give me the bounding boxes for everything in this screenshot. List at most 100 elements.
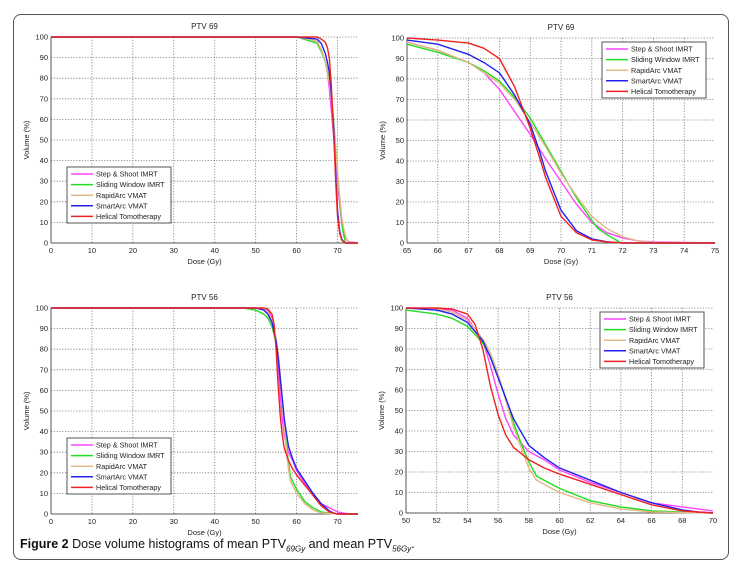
x-tick-label: 74 [680,246,688,255]
x-tick-label: 67 [464,246,472,255]
y-tick-label: 100 [35,33,48,42]
x-axis-label: Dose (Gy) [187,257,222,266]
x-tick-label: 40 [211,517,219,526]
legend-label: SmartArc VMAT [96,201,148,210]
x-tick-label: 50 [402,516,410,525]
x-tick-label: 60 [555,516,563,525]
chart-3: 0 10 20 30 40 50 60 70 0 10 20 30 40 50 60 70 80 90 100 PTV… [22,293,359,537]
series-line-rapidarc-vmat [406,41,716,244]
x-tick-label: 60 [292,517,300,526]
caption-label: Figure 2 [20,537,69,551]
y-tick-label: 40 [395,427,403,436]
x-tick-label: 60 [292,246,300,255]
y-tick-label: 70 [40,365,48,374]
x-axis-label: Dose (Gy) [542,527,577,536]
x-tick-label: 10 [88,517,96,526]
y-tick-label: 30 [40,177,48,186]
figure-caption: Figure 2 Dose volume histograms of mean … [20,537,415,554]
legend-label: Step & Shoot IMRT [96,441,158,450]
y-tick-label: 60 [40,386,48,395]
x-tick-label: 62 [586,516,594,525]
chart-title: PTV 56 [546,293,573,302]
y-tick-label: 50 [396,136,404,145]
x-tick-label: 0 [49,246,53,255]
y-tick-label: 60 [40,115,48,124]
y-tick-label: 0 [44,510,48,519]
y-tick-label: 90 [40,53,48,62]
x-tick-label: 54 [463,516,471,525]
x-tick-label: 50 [251,246,259,255]
chart-1: 0 10 20 30 40 50 60 70 0 10 20 30 40 50 60 70 80 90 100 PTV… [22,22,359,266]
legend-label: RapidArc VMAT [96,462,148,471]
x-tick-label: 50 [251,517,259,526]
y-tick-label: 70 [396,95,404,104]
legend-label: Step & Shoot IMRT [96,170,158,179]
x-tick-label: 10 [88,246,96,255]
caption-text: Dose volume histograms of mean PTV [68,537,287,551]
chart-title: PTV 56 [191,293,218,302]
legend-label: Step & Shoot IMRT [629,315,691,324]
y-tick-label: 70 [395,365,403,374]
y-tick-label: 40 [40,427,48,436]
series-line-helical-tomotherapy [51,36,358,244]
legend-label: SmartArc VMAT [629,346,681,355]
x-tick-label: 0 [49,517,53,526]
caption-sub-2: 56Gy [392,544,412,554]
legend-label: RapidArc VMAT [631,66,683,75]
chart-2: 65 66 67 68 69 70 71 72 73 74 75 0 10 20 30 40 50 60 70 80 9… [378,23,719,266]
x-axis-label: Dose (Gy) [187,528,222,537]
y-tick-label: 30 [395,447,403,456]
y-axis-label: Volume (%) [378,121,387,160]
y-tick-label: 20 [395,468,403,477]
y-tick-label: 10 [40,489,48,498]
legend-label: Helical Tomotherapy [96,483,161,492]
y-axis-label: Volume (%) [22,120,31,159]
x-tick-label: 20 [129,517,137,526]
legend-label: Helical Tomotherapy [96,212,161,221]
x-tick-label: 72 [618,246,626,255]
y-tick-label: 90 [395,324,403,333]
y-tick-label: 50 [40,136,48,145]
legend-label: RapidArc VMAT [96,191,148,200]
series-line-sliding-window-imrt [405,309,714,514]
y-tick-label: 0 [400,239,404,248]
x-tick-label: 52 [433,516,441,525]
series-line-helical-tomotherapy [406,37,715,244]
y-tick-label: 10 [40,218,48,227]
series-line-rapidarc-vmat [405,307,714,514]
series-line-sliding-window-imrt [406,43,715,244]
y-tick-label: 80 [40,74,48,83]
y-tick-label: 90 [396,54,404,63]
legend-label: Sliding Window IMRT [96,451,165,460]
y-tick-label: 70 [40,94,48,103]
x-tick-label: 66 [434,246,442,255]
y-tick-label: 20 [396,198,404,207]
x-tick-label: 64 [617,516,625,525]
series-line-rapidarc-vmat [51,36,359,244]
y-tick-label: 40 [40,156,48,165]
legend-label: SmartArc VMAT [631,76,683,85]
x-tick-label: 20 [129,246,137,255]
y-tick-label: 10 [396,218,404,227]
chart-4: 50 52 54 56 58 60 62 64 66 68 70 0 10 20 30 40 50 60 70 80 9… [377,293,717,536]
x-tick-label: 71 [588,246,596,255]
x-tick-label: 30 [170,517,178,526]
caption-sub-1: 69Gy [286,544,306,554]
chart-title: PTV 69 [191,22,218,31]
y-tick-label: 40 [396,157,404,166]
y-tick-label: 0 [399,509,403,518]
series-line-helical-tomotherapy [51,307,358,515]
x-axis-label: Dose (Gy) [544,257,579,266]
legend-label: Helical Tomotherapy [631,87,696,96]
y-tick-label: 100 [35,304,48,313]
y-tick-label: 80 [395,345,403,354]
x-tick-label: 68 [495,246,503,255]
y-tick-label: 30 [396,177,404,186]
x-tick-label: 70 [333,517,341,526]
legend-label: SmartArc VMAT [96,472,148,481]
